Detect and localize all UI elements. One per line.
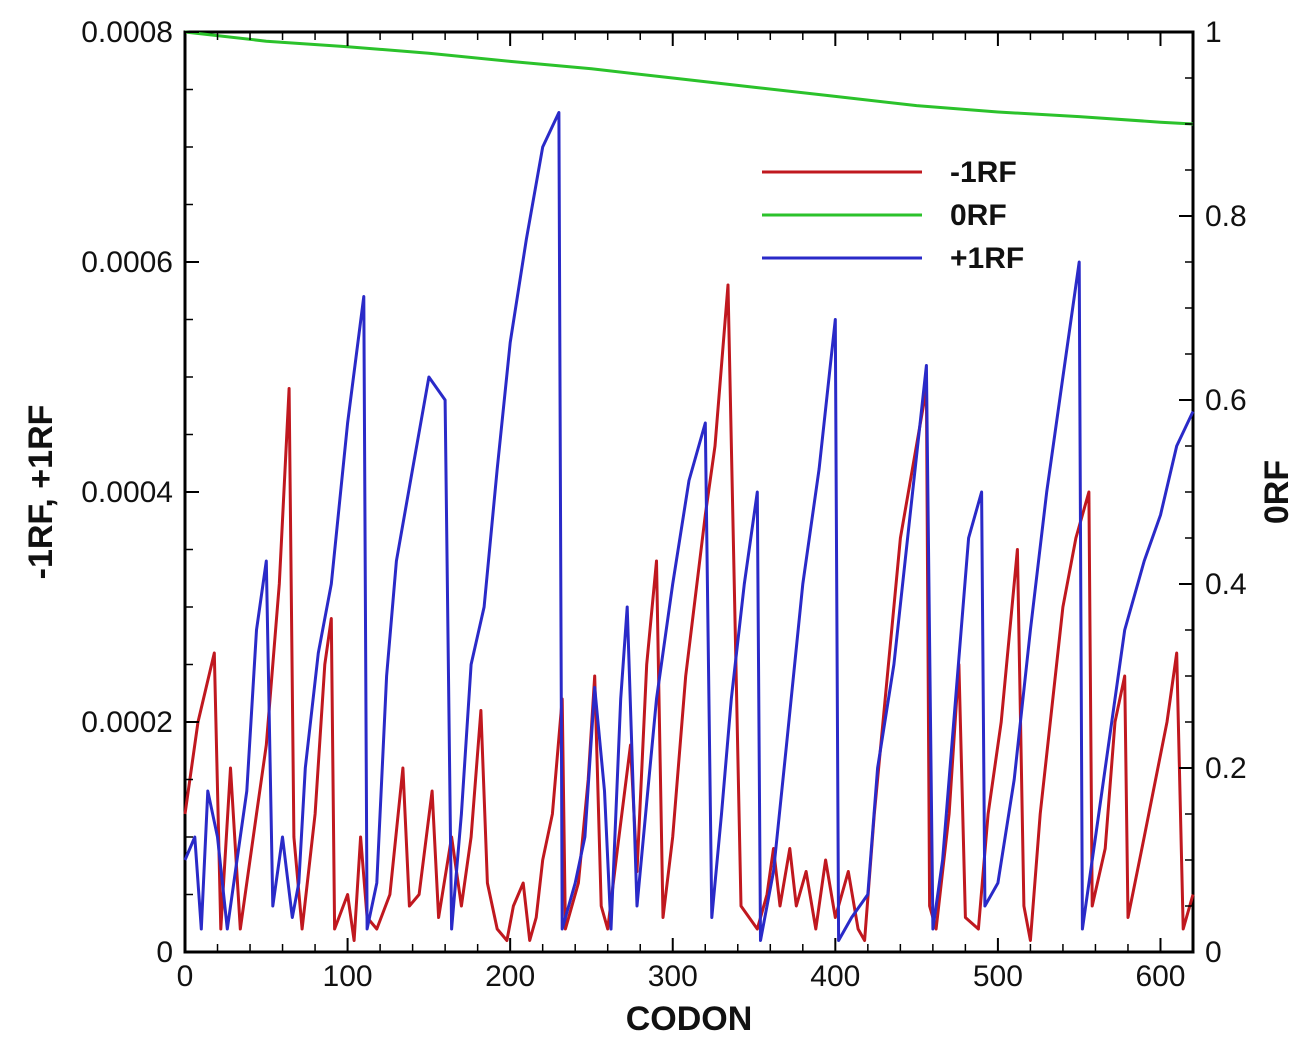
legend-label: 0RF bbox=[950, 199, 1007, 232]
y-right-tick-label: 1 bbox=[1205, 16, 1222, 49]
legend-label: -1RF bbox=[950, 156, 1017, 189]
x-tick-label: 600 bbox=[1135, 960, 1185, 993]
x-tick-label: 200 bbox=[485, 960, 535, 993]
y-left-tick-label: 0.0006 bbox=[81, 246, 173, 279]
left-y-axis-title: -1RF, +1RF bbox=[22, 405, 60, 580]
series-layer bbox=[185, 32, 1193, 941]
ticks-layer: 0 100 200 300 400 500 600 0 0.0002 0.0004 0.0006 0.… bbox=[81, 16, 1246, 993]
y-right-tick-label: 0.6 bbox=[1205, 384, 1247, 417]
x-axis-title: CODON bbox=[626, 1000, 753, 1038]
y-left-tick-label: 0.0002 bbox=[81, 706, 173, 739]
legend: -1RF 0RF +1RF bbox=[762, 156, 1024, 275]
series-line-0rf bbox=[185, 32, 1193, 124]
right-y-axis-title: 0RF bbox=[1258, 460, 1296, 524]
y-left-tick-label: 0 bbox=[156, 936, 173, 969]
series-line-1rf bbox=[185, 285, 1193, 941]
x-tick-label: 0 bbox=[177, 960, 194, 993]
series-line-1rf bbox=[185, 113, 1193, 941]
y-right-tick-label: 0.2 bbox=[1205, 752, 1247, 785]
plot-area-frame bbox=[185, 32, 1193, 952]
y-right-tick-label: 0.4 bbox=[1205, 568, 1247, 601]
x-tick-label: 400 bbox=[810, 960, 860, 993]
y-left-tick-label: 0.0008 bbox=[81, 16, 173, 49]
y-left-tick-label: 0.0004 bbox=[81, 476, 173, 509]
x-tick-label: 300 bbox=[648, 960, 698, 993]
y-right-tick-label: 0 bbox=[1205, 936, 1222, 969]
x-tick-label: 500 bbox=[973, 960, 1023, 993]
y-right-tick-label: 0.8 bbox=[1205, 200, 1247, 233]
legend-label: +1RF bbox=[950, 242, 1024, 275]
x-tick-label: 100 bbox=[323, 960, 373, 993]
